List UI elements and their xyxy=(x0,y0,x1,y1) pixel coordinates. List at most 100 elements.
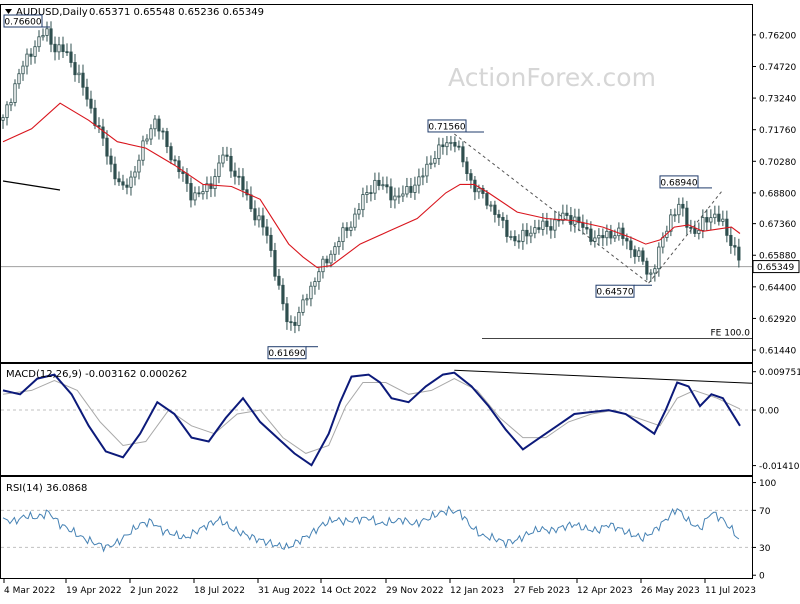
candle-body xyxy=(685,207,689,228)
candle-body xyxy=(469,173,473,181)
price-tick-label: 0.71760 xyxy=(759,126,796,136)
rsi-plot: 100 70 30 0 xyxy=(1,479,776,582)
candle-body xyxy=(577,216,581,224)
candle-body xyxy=(381,184,385,187)
candle-body xyxy=(129,176,133,188)
candle-body xyxy=(289,321,293,324)
watermark: ActionForex.com xyxy=(448,63,656,92)
annotation-box xyxy=(595,284,635,298)
candle-body xyxy=(697,229,701,234)
moving-average-line xyxy=(2,102,741,269)
candle-body xyxy=(481,187,485,194)
candle-body xyxy=(653,268,657,274)
candle-body xyxy=(317,271,321,282)
candle-body xyxy=(349,226,353,231)
candle-body xyxy=(673,214,677,217)
price-tick-label: 0.74720 xyxy=(759,63,796,73)
candle-body xyxy=(17,73,21,85)
candle-body xyxy=(641,250,645,262)
candle-body xyxy=(713,213,717,219)
candle-body xyxy=(277,275,281,286)
candle-body xyxy=(449,141,453,144)
candle-body xyxy=(501,216,505,221)
candle-body xyxy=(541,220,545,230)
candle-body xyxy=(237,175,241,178)
annotation-label: 0.68940 xyxy=(660,178,697,188)
candle-body xyxy=(109,155,113,165)
candle-body xyxy=(49,28,53,45)
dropdown-triangle-icon[interactable] xyxy=(5,9,12,14)
macd-line xyxy=(2,371,741,467)
date-tick-label: 29 Nov 2022 xyxy=(386,586,444,596)
candle-body xyxy=(729,234,733,246)
candle-body xyxy=(145,138,149,142)
date-tick-label: 27 Feb 2023 xyxy=(514,586,570,596)
candle-body xyxy=(217,162,221,177)
candle-body xyxy=(345,227,349,231)
candle-body xyxy=(473,179,477,193)
candle-body xyxy=(249,194,253,210)
candle-body xyxy=(241,176,245,191)
candle-body xyxy=(9,102,13,106)
candle-body xyxy=(117,178,121,183)
candle-body xyxy=(321,258,325,273)
date-tick-label: 12 Jan 2023 xyxy=(450,586,504,596)
candle-body xyxy=(45,28,49,36)
candle-body xyxy=(113,163,117,180)
candle-body xyxy=(269,234,273,251)
rsi-tick-label: 70 xyxy=(759,507,771,517)
candle-body xyxy=(85,86,89,100)
price-plot: 0.65349 FE 100.0 0.76600 0.71560 0.61690 0.68… xyxy=(1,14,800,360)
date-tick-label: 4 Mar 2022 xyxy=(4,586,55,596)
price-tick-label: 0.64400 xyxy=(759,283,796,293)
candle-body xyxy=(441,144,445,148)
candle-body xyxy=(369,192,373,194)
candle-body xyxy=(609,230,613,239)
price-tick-label: 0.68800 xyxy=(759,189,796,199)
candle-body xyxy=(89,98,93,109)
candle-body xyxy=(537,227,541,230)
rsi-tick-label: 100 xyxy=(759,479,776,489)
candle-body xyxy=(301,299,305,313)
candle-body xyxy=(273,250,277,277)
candle-body xyxy=(429,162,433,165)
candle-body xyxy=(189,183,193,201)
date-tick-label: 14 Oct 2022 xyxy=(321,586,377,596)
candle-body xyxy=(285,303,289,323)
rsi-line xyxy=(2,505,740,553)
candle-body xyxy=(553,219,557,231)
candle-body xyxy=(649,272,653,275)
candle-body xyxy=(61,44,65,53)
candle-body xyxy=(489,204,493,207)
candle-body xyxy=(669,214,673,232)
price-panel-frame xyxy=(0,4,753,363)
current-price-box xyxy=(752,260,800,274)
candle-body xyxy=(193,192,197,201)
candle-body xyxy=(161,130,165,133)
candle-body xyxy=(101,126,105,139)
candle-body xyxy=(305,298,309,301)
candle-body xyxy=(385,184,389,188)
date-tick-label: 11 Jul 2023 xyxy=(705,586,756,596)
candle-body xyxy=(261,215,265,228)
candle-body xyxy=(297,311,301,326)
candle-body xyxy=(389,186,393,201)
candle-body xyxy=(433,158,437,164)
candle-body xyxy=(69,51,73,63)
candle-body xyxy=(625,238,629,242)
candle-body xyxy=(457,145,461,148)
date-tick-label: 26 May 2023 xyxy=(641,586,700,596)
candle-body xyxy=(477,187,481,193)
candle-body xyxy=(165,131,169,147)
candle-body xyxy=(233,170,237,177)
candle-body xyxy=(733,245,737,248)
candle-body xyxy=(169,146,173,161)
annotation-label: 0.76600 xyxy=(4,18,41,28)
candle-body xyxy=(313,281,317,287)
candle-body xyxy=(13,83,17,103)
candle-body xyxy=(525,229,529,237)
candle-body xyxy=(421,175,425,178)
candle-body xyxy=(497,214,501,218)
candle-body xyxy=(397,195,401,198)
